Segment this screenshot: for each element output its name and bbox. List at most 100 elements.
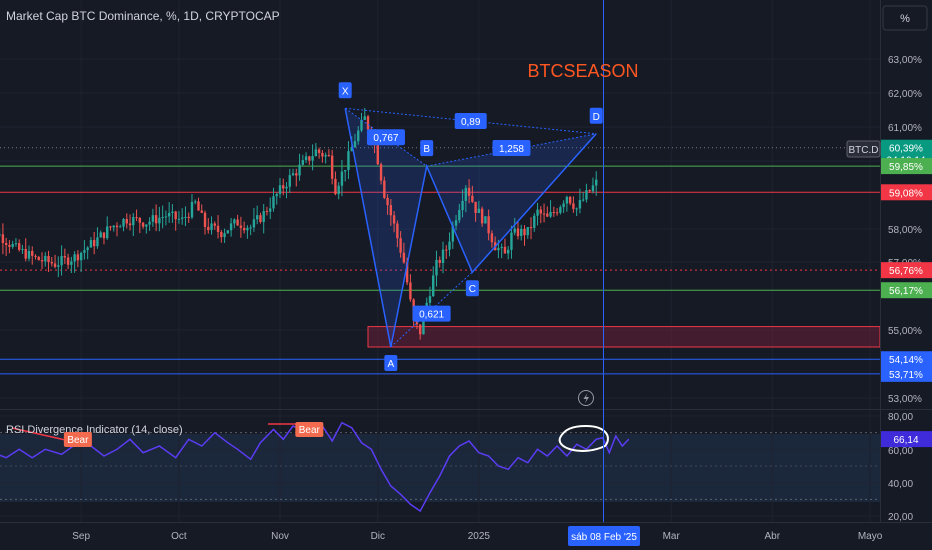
time-axis[interactable]: Sep Oct Nov Dic 2025 Mar Abr Mayo sáb 08 Feb '25	[72, 526, 883, 546]
candle-body	[174, 211, 177, 220]
rsi-tick-label: 40,00	[888, 479, 913, 490]
level-tag-text: 53,71%	[889, 370, 923, 381]
lightning-icon[interactable]	[578, 390, 594, 406]
candle-body	[255, 215, 259, 220]
level-tag-text: 56,76%	[889, 266, 923, 277]
candle-body	[275, 193, 278, 197]
candle-body	[568, 196, 572, 204]
harmonic-triangle-bcd	[426, 133, 597, 273]
candle-body	[265, 211, 269, 213]
candle-body	[389, 205, 393, 216]
candle-body	[252, 219, 256, 228]
candle-body	[262, 211, 265, 223]
candle-body	[132, 217, 135, 226]
candle-body	[14, 243, 18, 245]
candle-body	[539, 209, 542, 214]
freehand-circle	[558, 424, 609, 452]
ratio-box	[366, 129, 405, 146]
pattern-point-label: X	[342, 86, 349, 97]
candle-body	[392, 215, 396, 224]
price-tick-label: 62,00%	[888, 89, 922, 100]
candle-body	[340, 171, 344, 186]
btcseason-annotation[interactable]: BTCSEASON	[527, 61, 638, 81]
candle-body	[324, 155, 327, 157]
rsi-value-text: 66,14	[893, 435, 918, 446]
candle-body	[27, 250, 31, 259]
candle-body	[40, 260, 44, 262]
candle-body	[4, 242, 8, 245]
candle-body	[194, 201, 197, 203]
candle-body	[60, 256, 63, 266]
candle-body	[555, 212, 559, 214]
candle-body	[99, 232, 102, 238]
time-tick-label: Dic	[371, 531, 385, 542]
candle-body	[353, 141, 357, 148]
candle-body	[57, 265, 60, 267]
rsi-indicator-label[interactable]: RSI Divergence Indicator (14, close)	[6, 424, 183, 436]
ratio-box	[492, 139, 531, 156]
candle-body	[70, 261, 73, 265]
level-tag-text: 59,85%	[889, 162, 923, 173]
candle-body	[454, 220, 458, 226]
price-tick-label: 63,00%	[888, 55, 922, 66]
candle-body	[497, 248, 500, 251]
candle-body	[223, 233, 226, 238]
level-tag-box	[881, 262, 932, 279]
candle-body	[259, 215, 262, 223]
rsi-band	[0, 434, 880, 502]
candle-body	[366, 116, 370, 130]
candle-body	[122, 219, 125, 227]
price-axis[interactable]: 53,00%55,00%57,00%58,00%60,00%61,00%62,0…	[881, 55, 932, 523]
rsi-line	[0, 421, 630, 513]
ratio-label: 1,258	[499, 144, 524, 155]
candle-body	[92, 240, 96, 247]
candle-body	[119, 226, 122, 228]
candle-body	[572, 203, 575, 209]
candle-body	[542, 213, 546, 215]
candle-body	[321, 152, 324, 157]
time-tick-label: 2025	[468, 531, 491, 542]
candle-body	[304, 156, 308, 161]
candle-body	[435, 259, 438, 276]
candle-body	[154, 215, 158, 224]
candle-body	[141, 222, 145, 227]
rsi-tick-label: 20,00	[888, 512, 913, 523]
bear-signal-label: Bear	[67, 435, 89, 446]
level-tag-box	[881, 184, 932, 201]
candle-body	[37, 256, 40, 261]
symbol-tag: BTC.D	[846, 140, 881, 158]
candle-body	[520, 228, 523, 237]
candle-body	[432, 275, 435, 297]
candle-body	[585, 190, 588, 200]
candle-body	[138, 217, 142, 223]
candle-body	[516, 228, 520, 237]
candle-body	[158, 217, 161, 224]
bear-signal-label: Bear	[299, 425, 321, 436]
candle-body	[181, 217, 184, 219]
candle-body	[18, 243, 21, 250]
candle-body	[383, 180, 386, 198]
candle-body	[562, 203, 565, 208]
time-tick-label: Mayo	[858, 531, 883, 542]
candle-body	[53, 263, 57, 267]
level-tag-box	[881, 282, 932, 299]
chart-title: Market Cap BTC Dominance, %, 1D, CRYPTOC…	[6, 9, 280, 23]
candle-body	[347, 151, 350, 171]
candle-body	[552, 211, 556, 213]
percent-scale-label: %	[900, 13, 910, 25]
candle-body	[344, 170, 347, 172]
candle-body	[197, 201, 200, 211]
candle-body	[115, 225, 119, 228]
time-tick-label: Sep	[72, 531, 90, 542]
level-tag-text: 54,14%	[889, 355, 923, 366]
candle-body	[200, 210, 203, 213]
candle-body	[213, 223, 216, 226]
candle-body	[513, 228, 516, 233]
candle-body	[161, 217, 164, 219]
time-tick-label: Nov	[271, 531, 289, 542]
percent-scale-button[interactable]: %	[882, 5, 928, 31]
level-tag-text: 59,08%	[889, 188, 923, 199]
candle-body	[474, 201, 477, 213]
